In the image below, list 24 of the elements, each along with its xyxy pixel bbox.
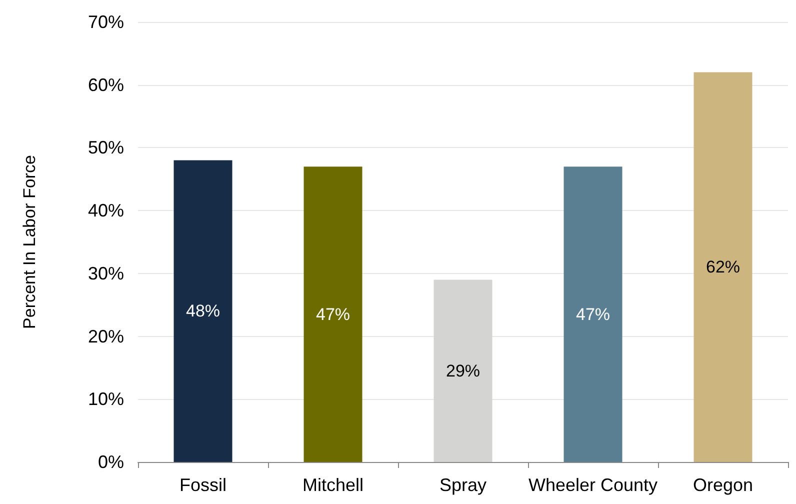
x-tick-label: Fossil [179,475,227,495]
y-tick-label: 30% [88,263,124,284]
y-tick-label: 50% [88,138,124,158]
x-tick-label: Spray [439,475,487,495]
bar [174,160,232,462]
y-tick-label: 70% [88,12,124,32]
data-label: 29% [446,361,480,380]
data-label: 47% [576,304,610,324]
x-tick-label: Mitchell [302,475,364,495]
bar [434,280,492,462]
y-tick-label: 60% [88,74,124,95]
y-axis-title: Percent In Labor Force [20,155,39,329]
y-tick-label: 0% [98,452,124,472]
bar [694,72,752,462]
data-label: 48% [186,302,220,321]
bar [564,166,622,462]
x-tick-label: Oregon [692,475,754,495]
y-tick-label: 40% [88,200,124,221]
x-tick-label: Wheeler County [528,475,658,495]
y-tick-label: 10% [88,389,124,410]
data-label: 47% [316,304,350,324]
bar [304,166,362,462]
y-tick-label: 20% [88,326,124,346]
data-label: 62% [706,258,740,277]
